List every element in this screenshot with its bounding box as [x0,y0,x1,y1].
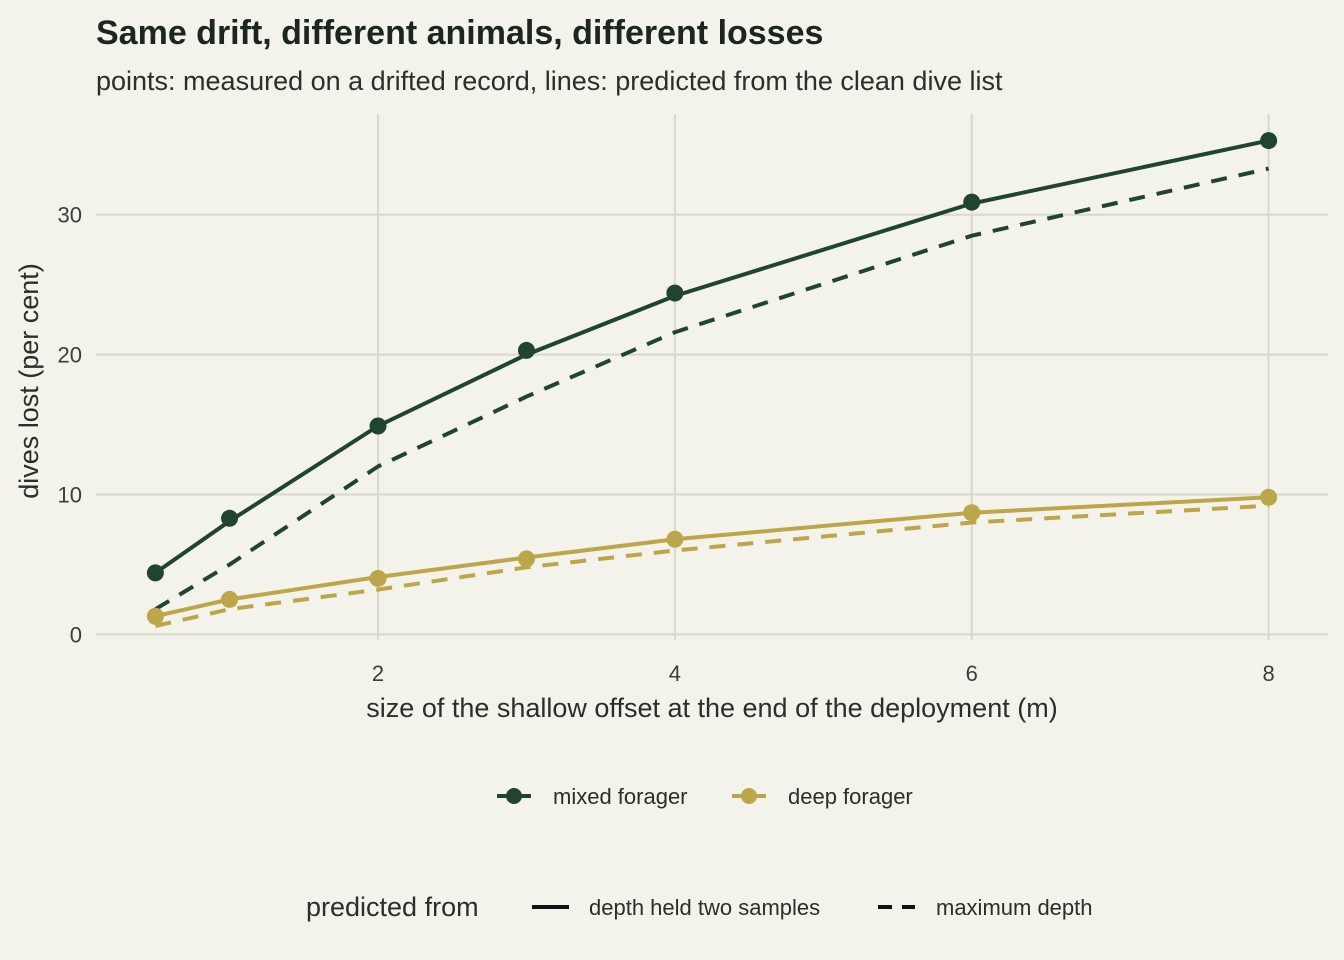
y-tick-label: 20 [58,343,82,368]
y-axis-label: dives lost (per cent) [14,263,44,499]
series-points [146,132,1278,625]
y-tick-label: 10 [58,483,82,508]
x-tick-label: 6 [966,661,978,686]
mixed-forager-point [963,193,981,211]
deep-forager-point [963,504,981,522]
deep-forager-point [369,569,387,587]
deep-forager-point [1260,488,1278,506]
x-axis-ticks: 2 4 6 8 [372,661,1275,686]
deep-forager-line-maximum-depth [154,503,1269,628]
deep-forager-point [666,530,684,548]
mixed-forager-point [517,341,535,359]
legend-label-mixed-forager: mixed forager [553,784,688,809]
x-tick-label: 2 [372,661,384,686]
legend-label-deep-forager: deep forager [788,784,913,809]
legend-label-maximum-depth: maximum depth [936,895,1093,920]
mixed-forager-point [221,509,239,527]
grid [96,114,1328,640]
y-tick-label: 0 [70,622,82,647]
y-tick-label: 30 [58,203,82,228]
mixed-forager-point [666,284,684,302]
y-axis-ticks: 0 10 20 30 [58,203,82,648]
mixed-forager-line-maximum-depth [154,166,1270,611]
chart-subtitle: points: measured on a drifted record, li… [96,66,1003,96]
mixed-forager-line-depth-held [154,138,1270,575]
legend-key-deep-forager [732,788,766,804]
mixed-forager-point [1260,132,1278,150]
mixed-forager-point [369,417,387,435]
x-axis-label: size of the shallow offset at the end of… [366,693,1057,723]
x-tick-label: 4 [669,661,681,686]
series-lines [154,138,1270,628]
legend-label-depth-held: depth held two samples [589,895,820,920]
legend-title-predicted-from: predicted from [306,892,479,922]
legend-key-mixed-forager [497,788,531,804]
deep-forager-point [221,590,239,608]
legend-linetype: predicted from depth held two samples ma… [306,892,1093,922]
chart-title: Same drift, different animals, different… [96,14,823,52]
legend-color: mixed forager deep forager [497,784,913,809]
x-tick-label: 8 [1263,661,1275,686]
deep-forager-point [517,550,535,568]
deep-forager-point [146,607,164,625]
mixed-forager-point [146,564,164,582]
